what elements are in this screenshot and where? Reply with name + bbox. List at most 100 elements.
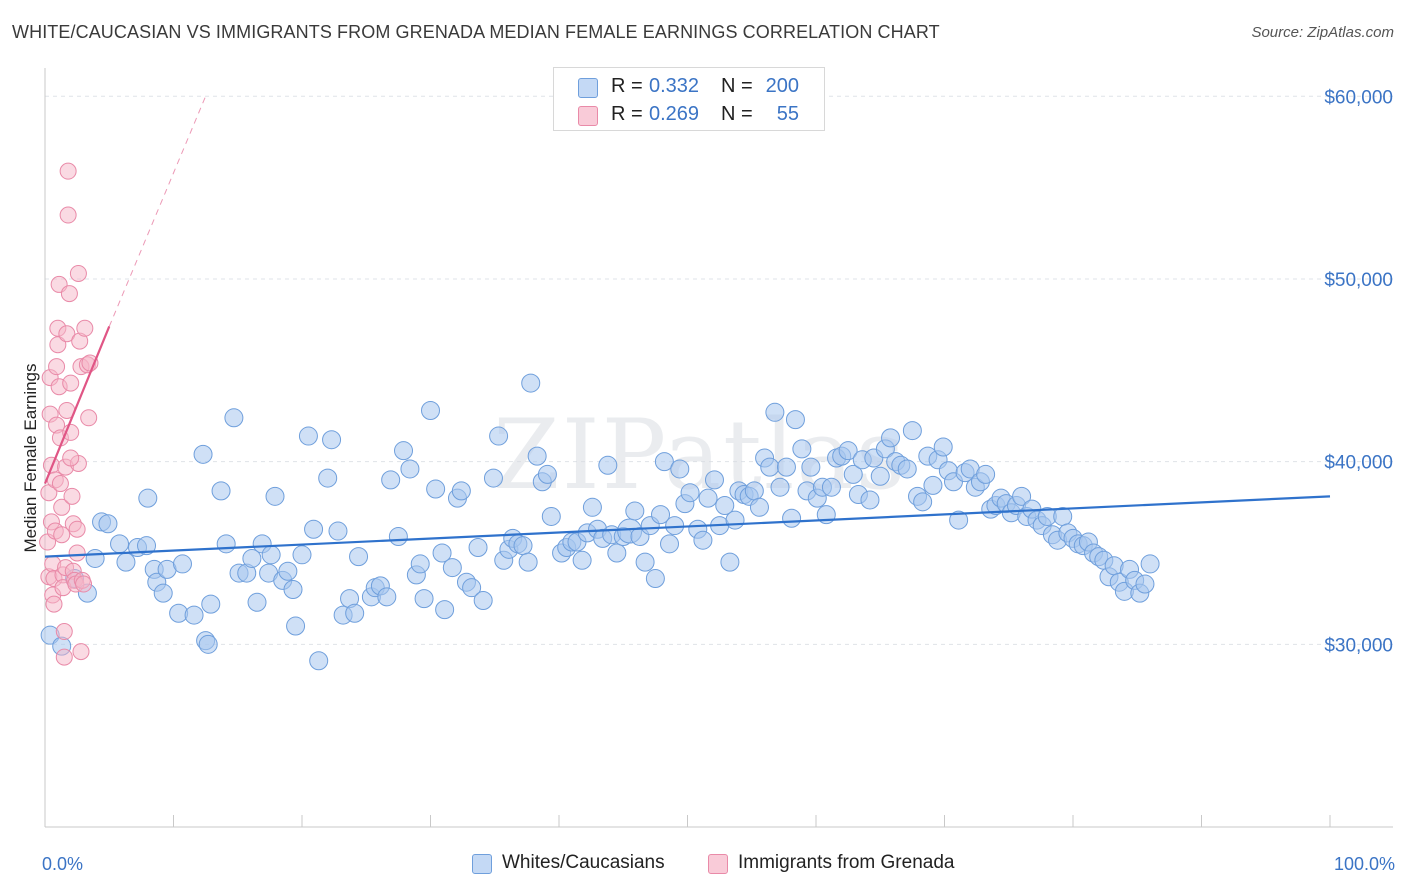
whites-point (138, 488, 158, 508)
whites-point (421, 400, 440, 420)
whites-point (388, 527, 408, 547)
whites-point (451, 481, 471, 501)
grenada-point (48, 358, 66, 376)
chart-title: WHITE/CAUCASIAN VS IMMIGRANTS FROM GRENA… (12, 22, 940, 42)
grenada-point (51, 475, 69, 493)
grenada-point (55, 648, 73, 666)
whites-point (193, 444, 213, 464)
whites-point (400, 459, 420, 479)
y-tick-label: $40,000 (1324, 453, 1393, 474)
whites-point (680, 483, 700, 503)
whites-point (521, 373, 541, 393)
whites-point (665, 516, 685, 536)
whites-point (224, 408, 244, 428)
whites-point (242, 548, 262, 568)
whites-point (693, 530, 713, 550)
whites-point (318, 468, 338, 488)
whites-point (309, 651, 329, 671)
whites-point (184, 605, 204, 625)
grenada-point (80, 409, 98, 427)
whites-point (749, 497, 769, 517)
whites-point (654, 452, 674, 472)
whites-point (645, 569, 665, 589)
y-axis-label: Median Female Earnings (21, 364, 40, 553)
whites-point (98, 514, 118, 534)
whites-point (744, 481, 764, 501)
whites-point (670, 459, 690, 479)
grenada-point (60, 285, 78, 303)
whites-point (792, 439, 812, 459)
whites-point (897, 459, 917, 479)
whites-point (843, 464, 863, 484)
grenada-trendline-extension (108, 96, 207, 327)
whites-point (298, 426, 318, 446)
grenada-point (69, 264, 87, 282)
whites-point (265, 486, 285, 506)
whites-point (572, 550, 592, 570)
y-tick-label: $60,000 (1324, 87, 1393, 108)
whites-point (483, 468, 503, 488)
legend-swatch-grenada (578, 106, 598, 126)
whites-point (468, 537, 488, 557)
grenada-point (62, 449, 80, 467)
legend-label-whites: Whites/Caucasians (502, 852, 665, 873)
axes (44, 68, 1393, 828)
whites-point (1012, 486, 1032, 506)
grenada-point (72, 643, 90, 661)
whites-point (137, 536, 157, 556)
correlation-legend: R = 0.332 N = 200 R = 0.269 N = 55 (553, 67, 825, 131)
legend-swatch-grenada (708, 854, 728, 874)
series-whites-points (40, 373, 1160, 671)
legend-r-value: 0.269 (649, 103, 700, 125)
grenada-point (59, 206, 77, 224)
grenada-point (62, 374, 80, 392)
tick-labels: $30,000 $40,000 $50,000 $60,000 0.0% 100.0% (42, 87, 1395, 874)
legend-n-label: N = (721, 75, 753, 97)
whites-point (292, 545, 312, 565)
legend-swatch-whites (578, 78, 598, 98)
whites-point (541, 506, 561, 526)
whites-point (85, 548, 105, 568)
whites-point (838, 441, 858, 461)
grenada-point (45, 595, 63, 613)
whites-point (328, 521, 348, 541)
whites-point (414, 589, 434, 609)
grenada-trendline (43, 326, 111, 484)
whites-point (201, 594, 221, 614)
whites-point (278, 561, 298, 581)
grenada-point (75, 575, 93, 593)
whites-point (704, 470, 724, 490)
whites-point (349, 547, 369, 567)
whites-point (785, 410, 805, 430)
whites-point (720, 552, 740, 572)
whites-point (345, 603, 365, 623)
whites-point (651, 505, 671, 525)
whites-point (770, 477, 790, 497)
grenada-point (59, 162, 77, 180)
whites-point (598, 455, 618, 475)
whites-point (537, 464, 557, 484)
x-tick-label: 100.0% (1334, 854, 1395, 874)
whites-point (518, 552, 538, 572)
whites-point (821, 477, 841, 497)
whites-point (304, 519, 324, 539)
whites-point (322, 430, 342, 450)
legend-n-value: 200 (765, 75, 799, 97)
whites-point (442, 558, 462, 578)
whites-point (1140, 554, 1160, 574)
grenada-point (68, 544, 86, 562)
trendlines (43, 96, 1331, 558)
whites-point (660, 534, 680, 554)
legend-swatch-whites (472, 854, 492, 874)
whites-point (283, 580, 303, 600)
whites-point (776, 457, 796, 477)
whites-point (216, 534, 236, 554)
legend-n-value: 55 (776, 103, 799, 125)
whites-point (860, 490, 880, 510)
whites-point (426, 479, 446, 499)
legend-row-grenada: R = 0.269 N = 55 (554, 100, 824, 130)
whites-point (625, 501, 645, 521)
whites-point (381, 470, 401, 490)
whites-point (698, 488, 718, 508)
